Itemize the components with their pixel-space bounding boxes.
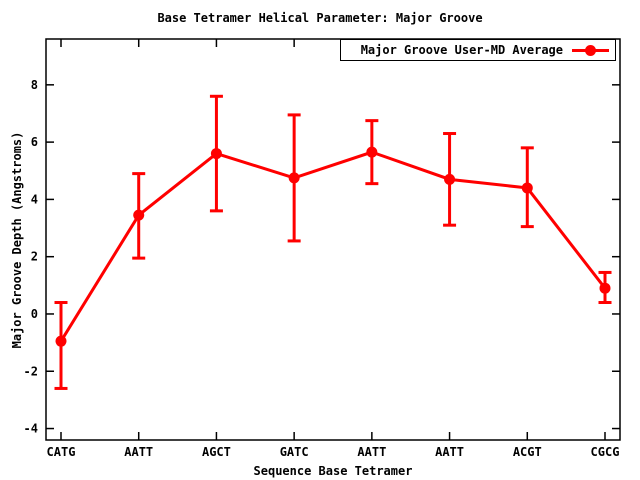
data-point (288, 172, 300, 184)
x-tick-label: AATT (124, 445, 153, 459)
x-tick-label: CGCG (591, 445, 620, 459)
x-tick-label: GATC (280, 445, 309, 459)
legend-series-label: Major Groove User-MD Average (360, 43, 563, 57)
x-tick-label: ACGT (513, 445, 542, 459)
data-point (599, 282, 611, 294)
x-tick-label: AGCT (202, 445, 231, 459)
y-tick-label: 6 (31, 135, 38, 149)
legend-sample-marker (572, 44, 609, 56)
y-tick-label: -2 (24, 364, 38, 378)
y-tick-label: -4 (24, 422, 38, 436)
data-point (444, 173, 456, 185)
data-point (210, 148, 222, 160)
x-tick-label: AATT (357, 445, 386, 459)
legend-point-icon (585, 44, 596, 56)
series-line (59, 150, 607, 342)
plot-border (45, 38, 621, 441)
y-tick-label: 2 (31, 250, 38, 264)
x-axis-title: Sequence Base Tetramer (253, 464, 413, 478)
y-tick-label: 4 (31, 192, 38, 206)
data-point (366, 146, 378, 158)
y-axis-title: Major Groove Depth (Angstroms) (10, 131, 24, 349)
legend-box: Major Groove User-MD Average (340, 39, 616, 61)
x-tick-label: CATG (47, 445, 76, 459)
data-point (133, 209, 145, 221)
y-tick-label: 8 (31, 78, 38, 92)
data-point (521, 182, 533, 194)
chart-title: Base Tetramer Helical Parameter: Major G… (157, 11, 483, 25)
data-point (55, 335, 67, 347)
x-tick-label: AATT (435, 445, 464, 459)
y-tick-label: 0 (31, 307, 38, 321)
